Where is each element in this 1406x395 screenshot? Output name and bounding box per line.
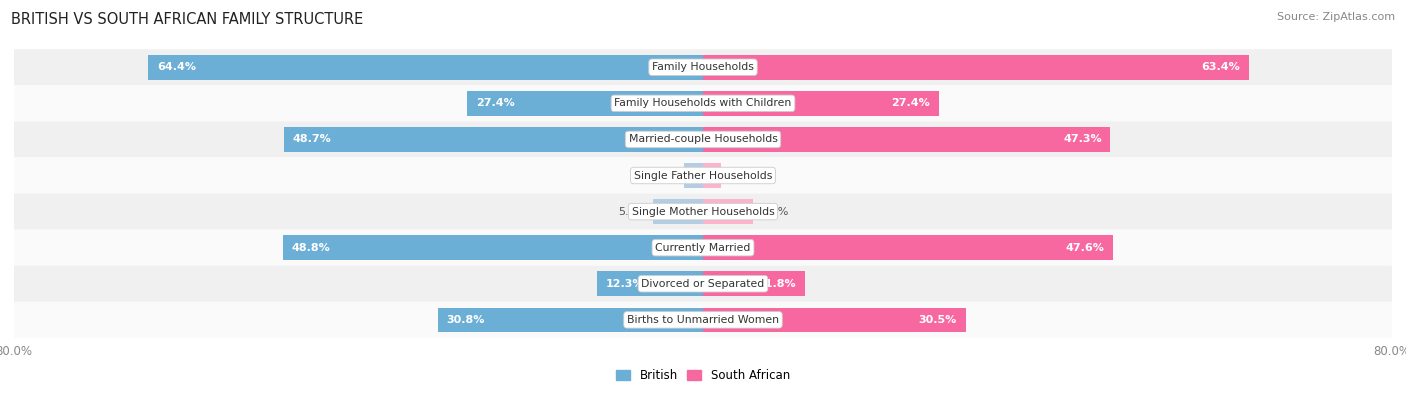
FancyBboxPatch shape bbox=[14, 49, 1392, 85]
Text: 12.3%: 12.3% bbox=[606, 279, 644, 289]
Text: 48.8%: 48.8% bbox=[291, 243, 330, 253]
Bar bbox=[703, 127, 1111, 152]
Legend: British, South African: British, South African bbox=[612, 364, 794, 386]
Text: Source: ZipAtlas.com: Source: ZipAtlas.com bbox=[1277, 12, 1395, 22]
Text: Currently Married: Currently Married bbox=[655, 243, 751, 253]
FancyBboxPatch shape bbox=[14, 302, 1392, 338]
Bar bbox=[598, 271, 703, 296]
Text: 11.8%: 11.8% bbox=[758, 279, 796, 289]
Bar bbox=[652, 199, 703, 224]
Text: Divorced or Separated: Divorced or Separated bbox=[641, 279, 765, 289]
FancyBboxPatch shape bbox=[14, 266, 1392, 302]
Bar bbox=[703, 91, 939, 116]
Text: Married-couple Households: Married-couple Households bbox=[628, 134, 778, 145]
Text: 47.3%: 47.3% bbox=[1063, 134, 1102, 145]
Text: 2.2%: 2.2% bbox=[648, 171, 678, 181]
Text: 5.8%: 5.8% bbox=[759, 207, 789, 216]
Text: 30.8%: 30.8% bbox=[446, 315, 485, 325]
Text: Family Households with Children: Family Households with Children bbox=[614, 98, 792, 108]
Bar bbox=[703, 308, 966, 332]
FancyBboxPatch shape bbox=[14, 229, 1392, 266]
FancyBboxPatch shape bbox=[14, 194, 1392, 229]
Bar bbox=[703, 235, 1114, 260]
Bar bbox=[149, 55, 703, 79]
Text: 30.5%: 30.5% bbox=[918, 315, 957, 325]
Text: Single Mother Households: Single Mother Households bbox=[631, 207, 775, 216]
Text: 64.4%: 64.4% bbox=[157, 62, 195, 72]
FancyBboxPatch shape bbox=[14, 85, 1392, 121]
Text: 5.8%: 5.8% bbox=[617, 207, 647, 216]
Text: Family Households: Family Households bbox=[652, 62, 754, 72]
Text: 47.6%: 47.6% bbox=[1066, 243, 1104, 253]
Text: BRITISH VS SOUTH AFRICAN FAMILY STRUCTURE: BRITISH VS SOUTH AFRICAN FAMILY STRUCTUR… bbox=[11, 12, 364, 27]
Bar bbox=[703, 199, 754, 224]
FancyBboxPatch shape bbox=[14, 158, 1392, 194]
Text: Births to Unmarried Women: Births to Unmarried Women bbox=[627, 315, 779, 325]
Bar bbox=[703, 55, 1249, 79]
Text: 48.7%: 48.7% bbox=[292, 134, 330, 145]
Bar bbox=[703, 163, 721, 188]
Bar bbox=[284, 127, 703, 152]
Text: 27.4%: 27.4% bbox=[475, 98, 515, 108]
Bar bbox=[283, 235, 703, 260]
Text: 27.4%: 27.4% bbox=[891, 98, 931, 108]
FancyBboxPatch shape bbox=[14, 121, 1392, 158]
Text: Single Father Households: Single Father Households bbox=[634, 171, 772, 181]
Bar bbox=[685, 163, 703, 188]
Bar bbox=[703, 271, 804, 296]
Text: 63.4%: 63.4% bbox=[1202, 62, 1240, 72]
Bar bbox=[467, 91, 703, 116]
Text: 2.1%: 2.1% bbox=[728, 171, 756, 181]
Bar bbox=[437, 308, 703, 332]
